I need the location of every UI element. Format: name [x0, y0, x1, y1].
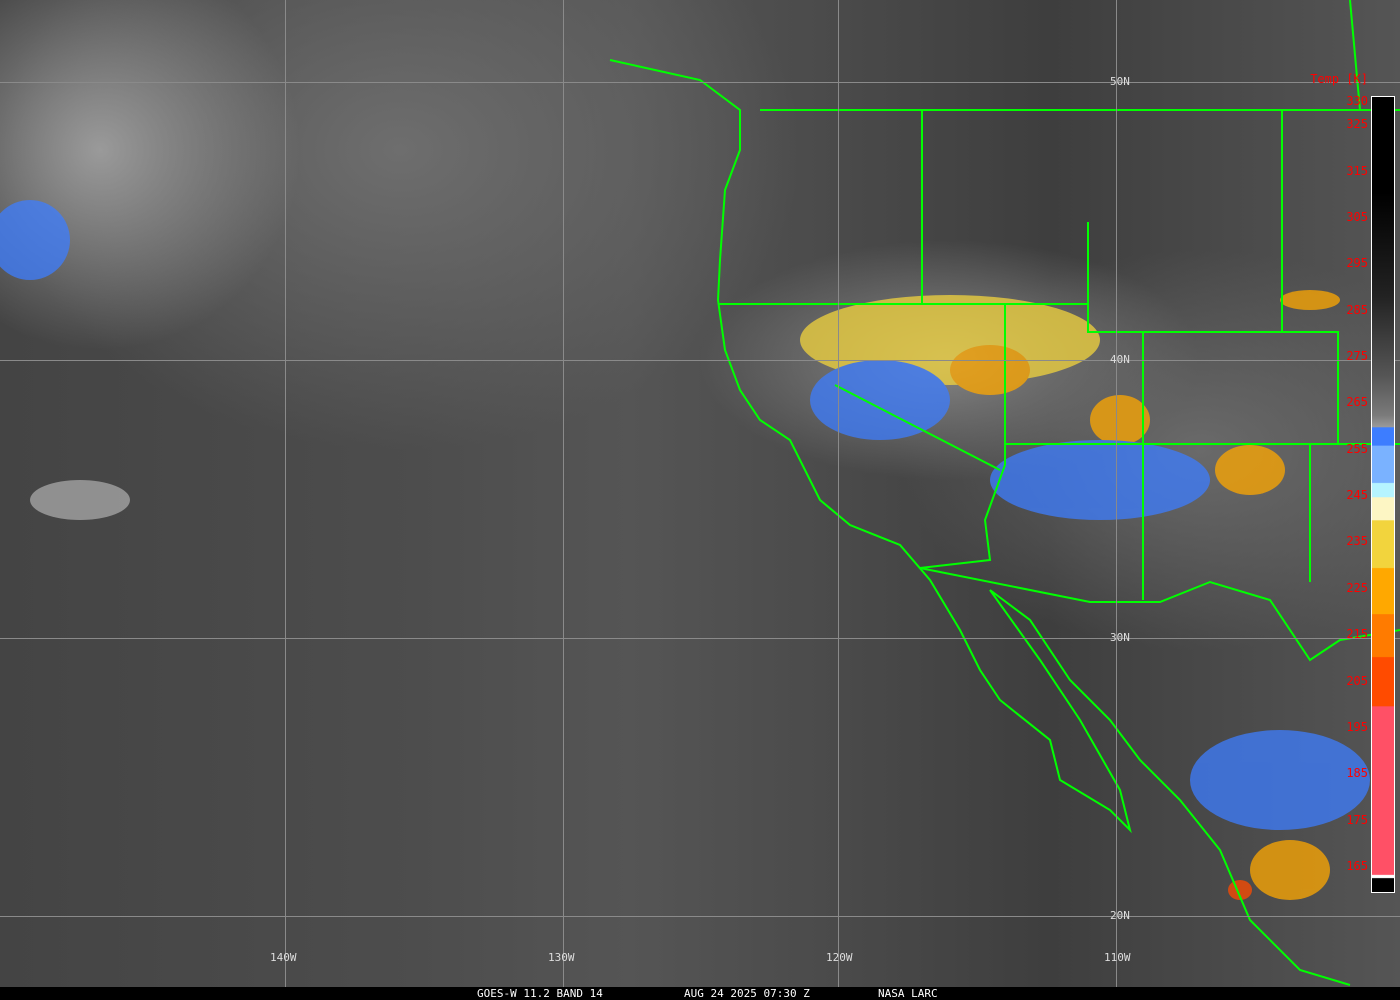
colorbar-tick-label: 330: [1346, 94, 1368, 108]
colorbar-tick-label: 235: [1346, 534, 1368, 549]
grid-line-120w: [838, 0, 839, 987]
colorbar-tick-label: 165: [1346, 859, 1368, 873]
cloud-cluster: [810, 360, 950, 440]
colorbar-tick-label: 215: [1346, 627, 1368, 642]
lon-label: 110W: [1104, 951, 1131, 964]
datetime-label: AUG 24 2025 07:30 Z: [684, 987, 810, 1000]
product-label: GOES-W 11.2 BAND 14: [477, 987, 603, 1000]
cloud-cluster: [1190, 730, 1370, 830]
cloud-cluster: [1250, 840, 1330, 900]
colorbar-tick-label: 255: [1346, 441, 1368, 456]
cloud-cluster: [30, 480, 130, 520]
border: [1349, 0, 1361, 111]
grid-line-30n: [0, 638, 1400, 639]
coastlines-borders: [609, 0, 1400, 986]
colorbar-tick-label: 325: [1346, 117, 1368, 132]
colorbar-tick-label: 285: [1346, 302, 1368, 317]
colorbar-tick-label: 315: [1346, 163, 1368, 178]
cloud-cluster: [950, 345, 1030, 395]
lat-label: 40N: [1110, 353, 1130, 366]
lon-label: 130W: [548, 951, 575, 964]
border: [919, 304, 1400, 662]
colorbar-tick-label: 265: [1346, 395, 1368, 410]
source-label: NASA LARC: [878, 987, 938, 1000]
lat-label: 20N: [1110, 909, 1130, 922]
colorbar-tick-label: 275: [1346, 349, 1368, 363]
legend-title: Temp [K]: [1310, 72, 1368, 86]
grid-line-130w: [563, 0, 564, 987]
colorbar-tick-label: 305: [1346, 209, 1368, 224]
border: [1087, 222, 1339, 444]
cloud-cluster: [0, 200, 70, 280]
footer-caption: GOES-W 11.2 BAND 14 AUG 24 2025 07:30 Z …: [0, 987, 1400, 1000]
colorbar-tick-label: 295: [1346, 256, 1368, 271]
lat-label: 30N: [1110, 631, 1130, 644]
colorbar-tick-label: 195: [1346, 719, 1368, 734]
lon-label: 140W: [270, 951, 297, 964]
cloud-cluster: [1280, 290, 1340, 310]
colorbar-tick-label: 185: [1346, 766, 1368, 781]
temperature-colorbar: [1371, 96, 1395, 893]
colorbar-tick-label: 245: [1346, 488, 1368, 503]
grid-line-140w: [285, 0, 286, 987]
border: [834, 384, 1001, 471]
colorbar-tick-label: 175: [1346, 812, 1368, 827]
colorbar-tick-label: 205: [1346, 673, 1368, 688]
cloud-cluster: [990, 440, 1210, 520]
colorbar-tick-label: 225: [1346, 580, 1368, 595]
lat-label: 50N: [1110, 75, 1130, 88]
grid-line-50n: [0, 82, 1400, 83]
lon-label: 120W: [826, 951, 853, 964]
cloud-cluster: [1215, 445, 1285, 495]
grid-line-110w: [1116, 0, 1117, 987]
grid-line-20n: [0, 916, 1400, 917]
cloud-cluster: [1090, 395, 1150, 445]
coastline: [609, 59, 1351, 986]
grid-line-40n: [0, 360, 1400, 361]
